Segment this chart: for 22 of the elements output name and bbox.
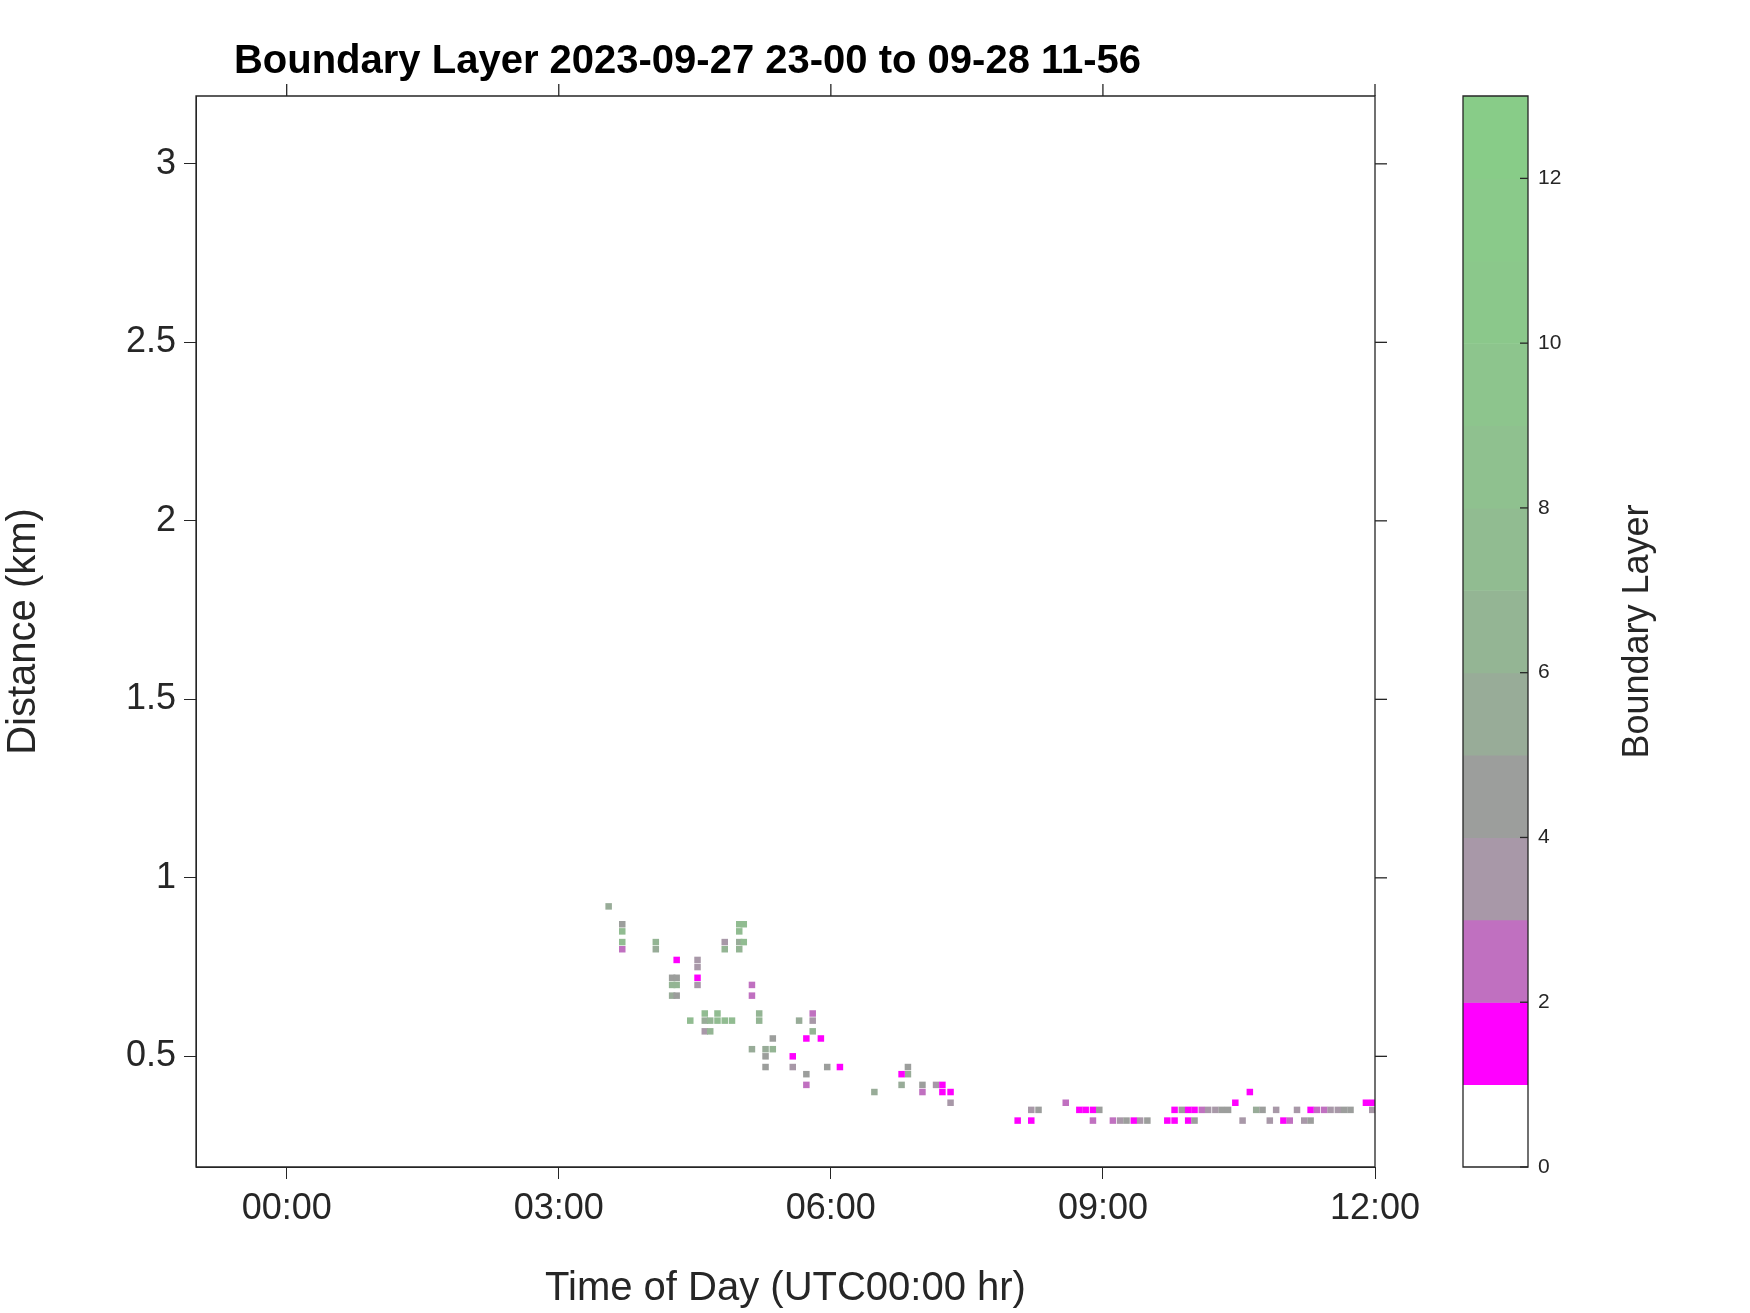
color-bar-label: 2 [1538,989,1550,1013]
color-bar-label: 8 [1538,494,1550,518]
chart-title: Boundary Layer 2023-09-27 23-00 to 09-28 11-56 [233,37,1142,82]
x-tick-label: 06:00 [785,1185,876,1227]
color-bar-label: 0 [1538,1153,1550,1177]
color-bar-title: Boundary Layer [1614,504,1656,759]
y-tick-label: 1.5 [125,676,176,718]
y-tick-label: 1 [155,854,176,896]
x-tick-label: 03:00 [513,1185,604,1227]
color-bar-label: 12 [1538,165,1562,189]
color-bar-label: 10 [1538,329,1562,353]
x-tick-label: 00:00 [241,1185,332,1227]
x-axis-title: Time of Day (UTC00:00 hr) [545,1264,1026,1309]
y-tick-label: 3 [155,140,176,182]
y-tick-label: 0.5 [125,1033,176,1075]
x-tick-label: 12:00 [1329,1185,1421,1227]
y-tick-label: 2 [155,497,176,539]
color-bar-label: 4 [1538,824,1550,848]
y-axis-title: Distance (km) [0,508,44,755]
y-tick-label: 2.5 [125,319,176,361]
x-tick-label: 09:00 [1057,1185,1148,1227]
color-bar-label: 6 [1538,659,1550,683]
